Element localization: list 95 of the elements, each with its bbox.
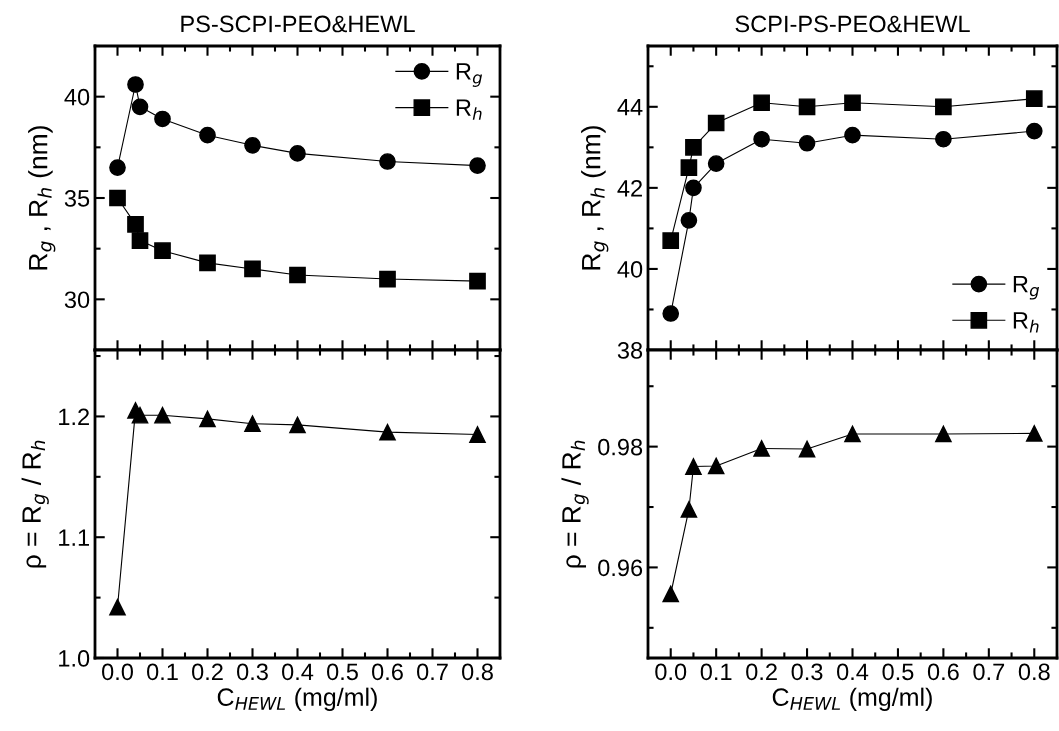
point	[753, 130, 770, 148]
point	[685, 179, 702, 197]
point	[935, 425, 952, 443]
point	[244, 136, 261, 154]
x-axis-title: C$_{HEWL}$ (mg/ml)	[772, 687, 932, 711]
y-tick-label: 44	[617, 99, 643, 116]
point	[109, 189, 126, 207]
y-axis-title: ρ = R$_{g}$ / R$_{h}$	[21, 440, 49, 568]
point	[199, 254, 216, 272]
point	[379, 423, 396, 441]
legend-label: R$_{g}$	[1013, 276, 1040, 300]
point	[662, 305, 680, 322]
point	[935, 130, 952, 148]
x-tick-label: 0.7	[417, 663, 448, 681]
point	[154, 110, 171, 128]
point	[469, 157, 486, 174]
point	[199, 126, 216, 144]
legend-label: R$_{h}$	[456, 99, 482, 120]
x-tick-label: 0.0	[102, 663, 133, 681]
point	[707, 155, 725, 172]
y-axis-title: R$_{g}$ , R$_{h}$ (nm)	[581, 126, 609, 270]
x-tick-label: 0.4	[282, 663, 314, 681]
y-tick-label: 1.2	[59, 408, 89, 425]
y-tick-label: 38	[617, 342, 643, 359]
point	[379, 153, 396, 170]
x-tick-label: 0.0	[655, 663, 687, 681]
point	[127, 76, 144, 93]
point	[707, 114, 725, 132]
y-tick-label: 35	[64, 190, 90, 207]
point	[680, 159, 698, 176]
x-tick-label: 0.4	[837, 663, 869, 681]
y-tick-label: 40	[64, 88, 90, 106]
point	[798, 440, 816, 458]
y-axis-title: R$_{g}$ , R$_{h}$ (nm)	[28, 126, 56, 270]
point	[753, 440, 770, 457]
y-tick-label: 30	[64, 291, 90, 309]
legend-label: R$_{h}$	[1013, 312, 1039, 333]
x-tick-label: 0.3	[237, 663, 268, 681]
point	[289, 145, 306, 162]
chart-title: SCPI-PS-PEO&HEWL	[735, 15, 970, 33]
point	[131, 406, 149, 424]
x-tick-label: 0.3	[791, 663, 823, 681]
point	[680, 501, 698, 518]
point	[244, 415, 261, 433]
chart-title: PS-SCPI-PEO&HEWL	[181, 15, 415, 33]
point	[131, 98, 149, 116]
legend-label: R$_{g}$	[456, 63, 483, 87]
point	[844, 425, 861, 443]
point	[935, 98, 952, 116]
point	[109, 159, 126, 176]
point	[707, 457, 725, 475]
y-tick-label: 40	[617, 261, 643, 278]
y-axis-title: ρ = R$_{g}$ / R$_{h}$	[561, 440, 589, 568]
x-tick-label: 0.8	[462, 663, 493, 681]
point	[469, 272, 486, 290]
point	[798, 134, 816, 152]
x-tick-label: 0.7	[973, 663, 1005, 681]
point	[131, 232, 149, 249]
point	[1025, 425, 1043, 442]
x-tick-label: 0.6	[372, 663, 403, 681]
point	[127, 216, 144, 233]
point	[685, 458, 702, 475]
point	[680, 211, 698, 229]
y-tick-label: 1.1	[59, 529, 89, 546]
y-tick-label: 0.98	[598, 438, 643, 456]
y-tick-label: 0.96	[598, 559, 643, 577]
x-tick-label: 0.8	[1018, 663, 1050, 681]
point	[469, 426, 486, 443]
x-tick-label: 0.1	[700, 663, 732, 681]
point	[662, 585, 680, 603]
x-tick-label: 0.2	[746, 663, 777, 681]
x-tick-label: 0.1	[147, 663, 178, 681]
point	[379, 270, 396, 288]
x-axis-title: C$_{HEWL}$ (mg/ml)	[217, 687, 377, 711]
point	[154, 242, 171, 260]
point	[289, 266, 306, 284]
x-tick-label: 0.5	[327, 663, 358, 681]
y-tick-label: 42	[617, 179, 642, 197]
x-tick-label: 0.6	[927, 663, 959, 681]
point	[844, 126, 861, 144]
point	[199, 410, 216, 428]
point	[685, 138, 702, 156]
point	[289, 416, 306, 434]
point	[244, 260, 261, 278]
x-tick-label: 0.2	[192, 663, 223, 681]
point	[109, 598, 126, 616]
x-tick-label: 0.5	[882, 663, 914, 681]
point	[154, 406, 171, 424]
point	[844, 94, 861, 112]
point	[1025, 122, 1043, 140]
point	[753, 94, 770, 112]
point	[1025, 90, 1043, 108]
point	[662, 232, 680, 249]
y-tick-label: 1.0	[59, 650, 90, 667]
point	[798, 98, 816, 116]
